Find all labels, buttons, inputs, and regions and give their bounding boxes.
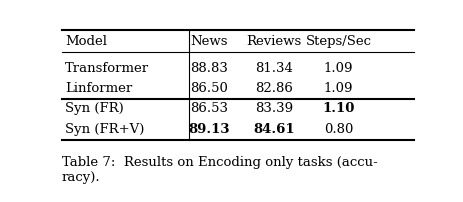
Text: Linformer: Linformer: [65, 82, 132, 95]
Text: 86.53: 86.53: [190, 102, 227, 115]
Text: 1.10: 1.10: [322, 102, 354, 115]
Text: Syn (FR): Syn (FR): [65, 102, 124, 115]
Text: 84.61: 84.61: [252, 123, 294, 136]
Text: 83.39: 83.39: [254, 102, 292, 115]
Text: 1.09: 1.09: [323, 62, 352, 75]
Text: 82.86: 82.86: [254, 82, 292, 95]
Text: Steps/Sec: Steps/Sec: [305, 35, 371, 48]
Text: 1.09: 1.09: [323, 82, 352, 95]
Text: Syn (FR+V): Syn (FR+V): [65, 123, 144, 136]
Text: 81.34: 81.34: [254, 62, 292, 75]
Text: 88.83: 88.83: [190, 62, 227, 75]
Text: Model: Model: [65, 35, 107, 48]
Text: 86.50: 86.50: [190, 82, 227, 95]
Text: News: News: [190, 35, 227, 48]
Text: 0.80: 0.80: [323, 123, 352, 136]
Text: Transformer: Transformer: [65, 62, 149, 75]
Text: Table 7:  Results on Encoding only tasks (accu-
racy).: Table 7: Results on Encoding only tasks …: [62, 156, 376, 184]
Text: 89.13: 89.13: [188, 123, 229, 136]
Text: Reviews: Reviews: [245, 35, 301, 48]
